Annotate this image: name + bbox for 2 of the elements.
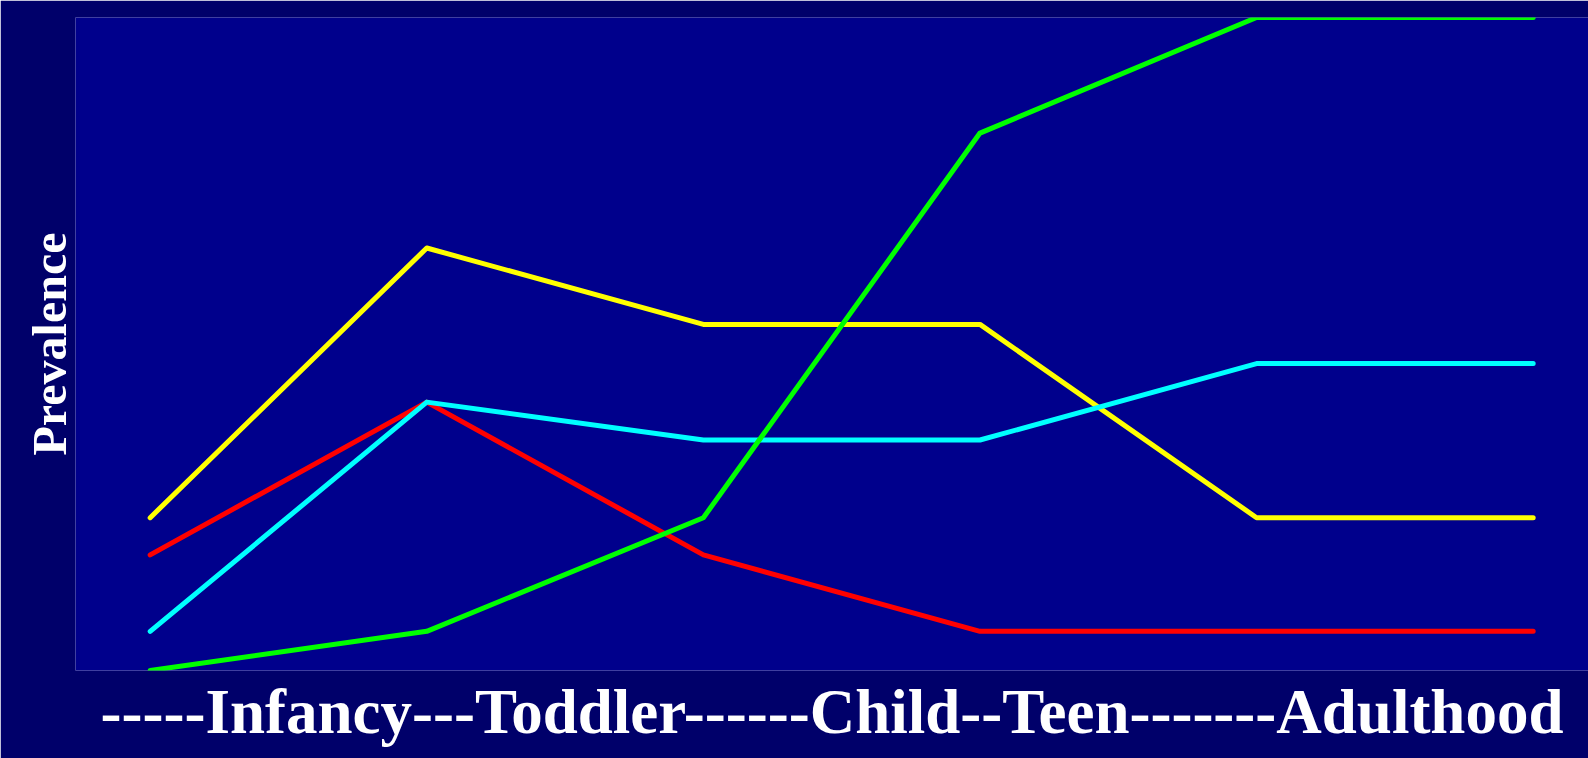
x-axis-title: -----Infancy---Toddler------Child--Teen-------Adulthood	[100, 676, 1564, 747]
y-axis-title: Prevalence	[22, 232, 76, 456]
